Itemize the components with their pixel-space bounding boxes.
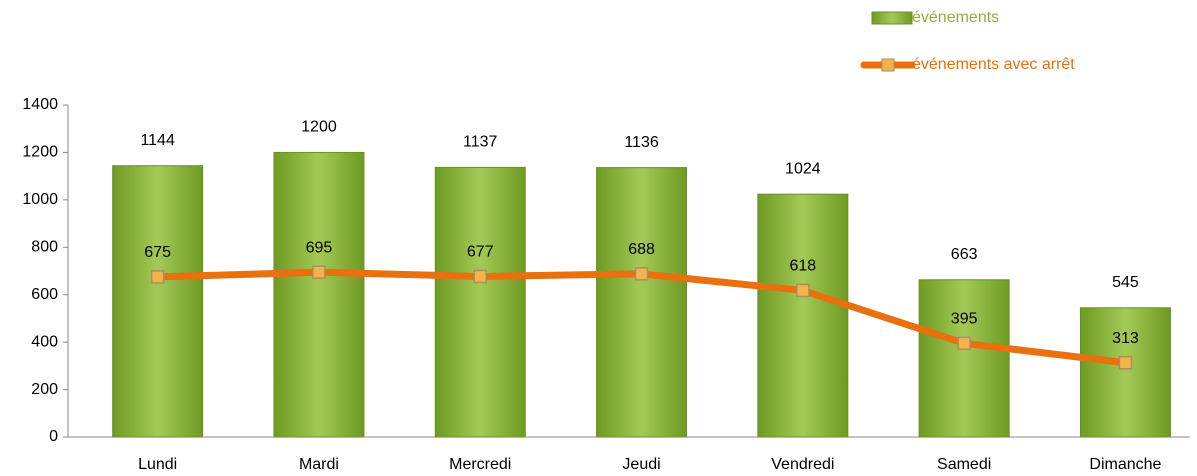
data-label: 663 bbox=[951, 246, 978, 263]
line-marker bbox=[312, 265, 326, 279]
bar bbox=[112, 165, 204, 438]
y-tick-label: 1400 bbox=[22, 96, 58, 113]
line-marker bbox=[150, 270, 165, 284]
data-label: 675 bbox=[144, 244, 171, 261]
data-label: 1024 bbox=[785, 160, 821, 177]
bar bbox=[757, 193, 849, 438]
legend-label: événements avec arrêt bbox=[912, 56, 1075, 73]
data-label: 395 bbox=[951, 311, 978, 328]
data-label: 695 bbox=[306, 239, 333, 256]
y-tick-label: 800 bbox=[31, 239, 58, 256]
data-label: 677 bbox=[467, 244, 494, 261]
data-label: 618 bbox=[789, 258, 816, 275]
bar bbox=[596, 167, 688, 438]
legend-marker bbox=[881, 58, 895, 72]
data-label: 1144 bbox=[140, 132, 175, 149]
bar bbox=[918, 279, 1010, 438]
data-label: 545 bbox=[1112, 274, 1139, 291]
x-tick-label: Samedi bbox=[937, 456, 991, 473]
x-tick-label: Mardi bbox=[299, 456, 339, 473]
data-label: 1137 bbox=[463, 134, 498, 151]
x-tick-label: Mercredi bbox=[449, 456, 511, 473]
line-marker bbox=[957, 336, 971, 351]
data-label: 688 bbox=[628, 241, 655, 258]
y-tick-label: 400 bbox=[31, 333, 58, 350]
data-label: 1136 bbox=[624, 134, 659, 151]
y-tick-label: 0 bbox=[49, 428, 58, 445]
y-tick-label: 1000 bbox=[22, 191, 58, 208]
x-tick-label: Jeudi bbox=[622, 456, 660, 473]
legend-label: événements bbox=[912, 9, 999, 26]
y-tick-label: 200 bbox=[31, 381, 58, 398]
line-marker bbox=[634, 267, 649, 281]
x-tick-label: Vendredi bbox=[771, 456, 834, 473]
bar bbox=[434, 166, 526, 438]
bar bbox=[273, 151, 365, 438]
data-label: 1200 bbox=[301, 119, 337, 136]
x-tick-label: Lundi bbox=[138, 456, 177, 473]
line-marker bbox=[796, 283, 810, 298]
y-tick-label: 600 bbox=[31, 286, 58, 303]
line-marker bbox=[473, 269, 487, 284]
legend-swatch bbox=[871, 11, 913, 25]
line-marker bbox=[1118, 356, 1133, 370]
y-tick-label: 1200 bbox=[22, 144, 58, 161]
data-label: 313 bbox=[1112, 330, 1139, 347]
bar bbox=[1079, 307, 1171, 438]
x-tick-label: Dimanche bbox=[1089, 456, 1161, 473]
